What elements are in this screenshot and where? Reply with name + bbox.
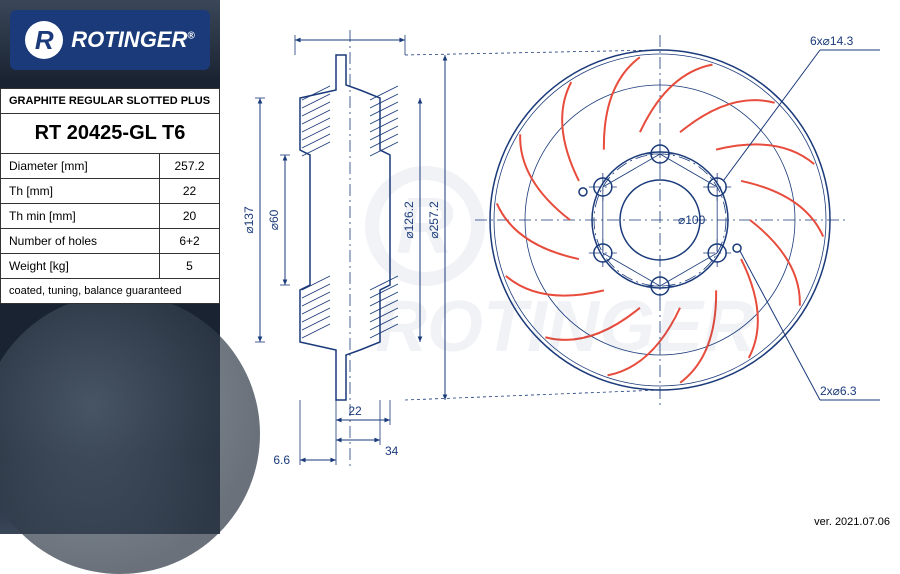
spec-row: Weight [kg]5	[1, 254, 220, 279]
svg-text:⌀126.2: ⌀126.2	[402, 201, 416, 239]
svg-text:⌀137: ⌀137	[242, 206, 256, 234]
brand-logo: R ROTINGER®	[10, 10, 210, 70]
part-number: RT 20425-GL T6	[0, 113, 220, 153]
svg-text:2x⌀6.3: 2x⌀6.3	[820, 384, 857, 398]
spec-label: Th [mm]	[1, 179, 160, 204]
spec-row: Number of holes6+2	[1, 229, 220, 254]
technical-drawing: RROTINGER 6x⌀14.32x⌀6.3⌀100⌀137⌀60⌀126.2…	[220, 0, 900, 534]
drawing-svg: 6x⌀14.3 2x⌀6.3 ⌀100 ⌀137 ⌀60 ⌀126.2 ⌀257.2 22 34…	[220, 0, 900, 534]
spec-label: Th min [mm]	[1, 204, 160, 229]
sidebar: R ROTINGER® GRAPHITE REGULAR SLOTTED PLU…	[0, 0, 220, 534]
spec-value: 257.2	[160, 154, 220, 179]
version-label: ver. 2021.07.06	[814, 516, 890, 528]
svg-text:⌀60: ⌀60	[267, 209, 281, 230]
spec-value: 6+2	[160, 229, 220, 254]
svg-text:6x⌀14.3: 6x⌀14.3	[810, 34, 854, 48]
svg-text:⌀100: ⌀100	[678, 213, 706, 227]
logo-r-icon: R	[25, 21, 63, 59]
spec-value: 22	[160, 179, 220, 204]
svg-text:34: 34	[385, 444, 399, 458]
spec-label: Number of holes	[1, 229, 160, 254]
spec-label: Weight [kg]	[1, 254, 160, 279]
spec-value: 20	[160, 204, 220, 229]
svg-text:6.6: 6.6	[273, 453, 290, 467]
spec-value: 5	[160, 254, 220, 279]
spec-row: Th [mm]22	[1, 179, 220, 204]
svg-text:⌀257.2: ⌀257.2	[427, 201, 441, 239]
brand-name: ROTINGER®	[71, 27, 195, 53]
spec-table: Diameter [mm]257.2Th [mm]22Th min [mm]20…	[0, 153, 220, 279]
spec-label: Diameter [mm]	[1, 154, 160, 179]
info-panel: GRAPHITE REGULAR SLOTTED PLUS RT 20425-G…	[0, 88, 220, 304]
spec-row: Th min [mm]20	[1, 204, 220, 229]
product-notes: coated, tuning, balance guaranteed	[0, 279, 220, 304]
svg-text:22: 22	[348, 404, 362, 418]
spec-row: Diameter [mm]257.2	[1, 154, 220, 179]
product-line-label: GRAPHITE REGULAR SLOTTED PLUS	[0, 88, 220, 113]
